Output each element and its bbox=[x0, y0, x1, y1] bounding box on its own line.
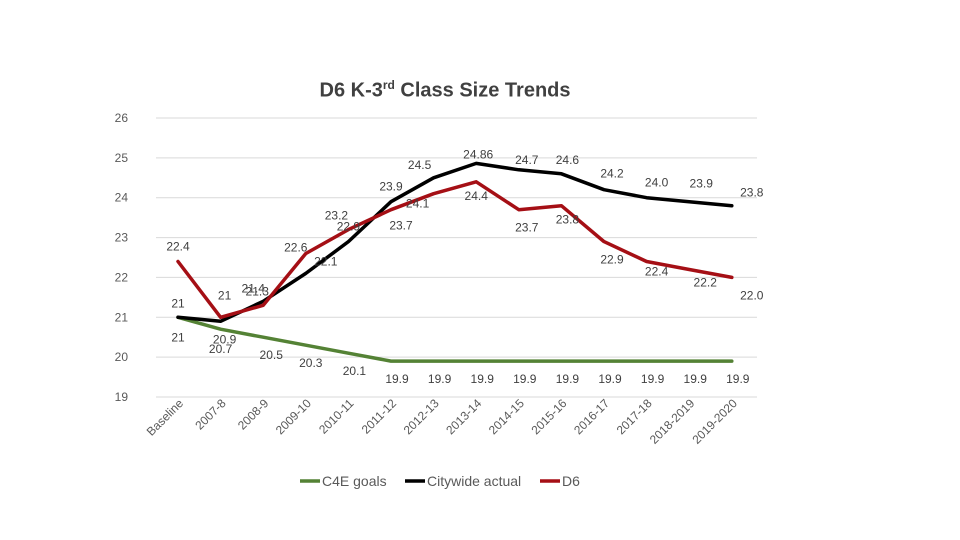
data-label: 23.8 bbox=[556, 213, 580, 227]
data-label: 22.6 bbox=[284, 241, 308, 255]
x-tick-label: 2016-17 bbox=[571, 396, 612, 437]
title-main: D6 K-3 bbox=[319, 79, 383, 102]
data-label: 20.5 bbox=[260, 348, 284, 362]
title-superscript: rd bbox=[382, 78, 395, 92]
data-label: 19.9 bbox=[385, 372, 409, 386]
x-tick-label: 2010-11 bbox=[316, 396, 357, 437]
data-label: 22.0 bbox=[740, 288, 764, 302]
x-tick-label: 2009-10 bbox=[273, 396, 314, 437]
data-label: 19.9 bbox=[598, 372, 622, 386]
data-label: 19.9 bbox=[641, 372, 665, 386]
data-label: 23.9 bbox=[379, 180, 403, 194]
y-tick-label-20: 20 bbox=[115, 350, 129, 364]
data-label: 19.9 bbox=[556, 372, 580, 386]
x-tick-label: 2012-13 bbox=[401, 396, 442, 437]
data-label: 20.3 bbox=[299, 356, 323, 370]
legend-entry: D6 bbox=[562, 473, 580, 489]
data-label: 20.1 bbox=[343, 364, 367, 378]
x-tick-label: 2008-9 bbox=[235, 396, 272, 433]
x-tick-label: Baseline bbox=[144, 396, 187, 439]
data-label: 19.9 bbox=[726, 372, 750, 386]
data-label: 23.8 bbox=[740, 186, 764, 200]
data-label: 22.2 bbox=[694, 275, 718, 289]
x-tick-label: 2017-18 bbox=[614, 396, 655, 437]
data-label: 21.3 bbox=[246, 284, 270, 298]
y-tick-label-25: 25 bbox=[115, 151, 129, 165]
x-tick-label: 2015-16 bbox=[528, 396, 569, 437]
y-tick-label-19: 19 bbox=[115, 390, 129, 404]
data-label: 22.9 bbox=[600, 253, 624, 267]
data-label: 22.4 bbox=[166, 239, 190, 253]
chart-title: D6 K-3rd Class Size Trends bbox=[0, 78, 890, 103]
data-label: 19.9 bbox=[471, 372, 495, 386]
data-label: 24.2 bbox=[600, 167, 624, 181]
data-label: 24.1 bbox=[406, 197, 430, 211]
data-label: 24.4 bbox=[465, 189, 489, 203]
series-line-d6 bbox=[176, 180, 734, 320]
title-rest: Class Size Trends bbox=[394, 79, 571, 102]
data-label: 20.7 bbox=[209, 342, 233, 356]
data-label: 24.6 bbox=[556, 153, 580, 167]
x-tick-label: 2013-14 bbox=[443, 396, 484, 437]
data-label: 23.9 bbox=[690, 177, 714, 191]
y-tick-label-23: 23 bbox=[115, 231, 129, 245]
data-label: 23.7 bbox=[389, 219, 413, 233]
y-tick-label-22: 22 bbox=[115, 270, 129, 284]
y-tick-label-21: 21 bbox=[115, 310, 129, 324]
data-label: 24.86 bbox=[463, 147, 493, 161]
x-tick-label: 2018-2019 bbox=[647, 396, 698, 447]
data-label: 23.7 bbox=[515, 221, 539, 235]
data-label: 24.7 bbox=[515, 153, 539, 167]
data-label: 19.9 bbox=[684, 372, 708, 386]
y-tick-label-24: 24 bbox=[115, 191, 129, 205]
data-label: 19.9 bbox=[428, 372, 452, 386]
data-label: 22.9 bbox=[337, 220, 361, 234]
x-tick-label: 2007-8 bbox=[192, 396, 229, 433]
data-label: 21 bbox=[171, 296, 185, 310]
data-label: 20.9 bbox=[213, 332, 237, 346]
legend-entry: C4E goals bbox=[322, 473, 387, 489]
x-tick-label: 2011-12 bbox=[359, 396, 400, 437]
x-tick-label: 2019-2020 bbox=[689, 396, 740, 447]
data-label: 23.2 bbox=[325, 209, 349, 223]
data-label: 22.1 bbox=[314, 254, 338, 268]
data-label: 24.5 bbox=[408, 158, 432, 172]
data-label: 24.0 bbox=[645, 176, 669, 190]
data-label: 21 bbox=[171, 330, 185, 344]
legend-entry: Citywide actual bbox=[427, 473, 521, 489]
data-label: 21 bbox=[218, 288, 232, 302]
data-label: 19.9 bbox=[513, 372, 537, 386]
data-label: 22.4 bbox=[645, 264, 669, 278]
series-line-c4e-goals bbox=[176, 315, 734, 363]
data-label: 21.4 bbox=[242, 281, 266, 295]
y-tick-label-26: 26 bbox=[115, 111, 129, 125]
x-tick-label: 2014-15 bbox=[486, 396, 527, 437]
